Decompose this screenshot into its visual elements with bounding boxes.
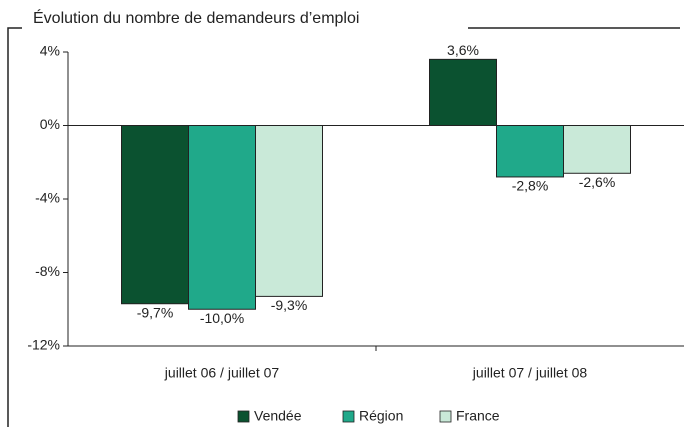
frame xyxy=(7,27,680,427)
y-tick-label: 0% xyxy=(40,116,60,132)
legend-swatch xyxy=(237,410,250,423)
legend-label: Vendée xyxy=(254,408,302,424)
bar xyxy=(121,125,189,305)
data-label: -10,0% xyxy=(200,310,244,326)
legend-swatch xyxy=(439,410,452,423)
data-label: -9,7% xyxy=(137,304,174,320)
bar xyxy=(188,125,256,310)
data-label: -2,8% xyxy=(512,178,549,194)
bar xyxy=(496,125,564,178)
bar xyxy=(429,58,497,126)
legend-label: France xyxy=(456,408,500,424)
x-tick-label: juillet 07 / juillet 08 xyxy=(472,365,588,381)
y-tick-label: -8% xyxy=(35,263,60,279)
x-tick-label: juillet 06 / juillet 07 xyxy=(164,365,280,381)
bar xyxy=(255,125,323,297)
data-label: 3,6% xyxy=(447,42,479,58)
data-label: -9,3% xyxy=(271,297,308,313)
y-tick-label: -12% xyxy=(27,337,60,353)
data-label: -2,6% xyxy=(579,174,616,190)
bar xyxy=(563,125,631,174)
chart-title: Évolution du nombre de demandeurs d’empl… xyxy=(33,8,359,27)
y-tick-label: 4% xyxy=(40,43,60,59)
y-tick-label: -4% xyxy=(35,190,60,206)
legend-label: Région xyxy=(359,408,403,424)
legend-swatch xyxy=(342,410,355,423)
